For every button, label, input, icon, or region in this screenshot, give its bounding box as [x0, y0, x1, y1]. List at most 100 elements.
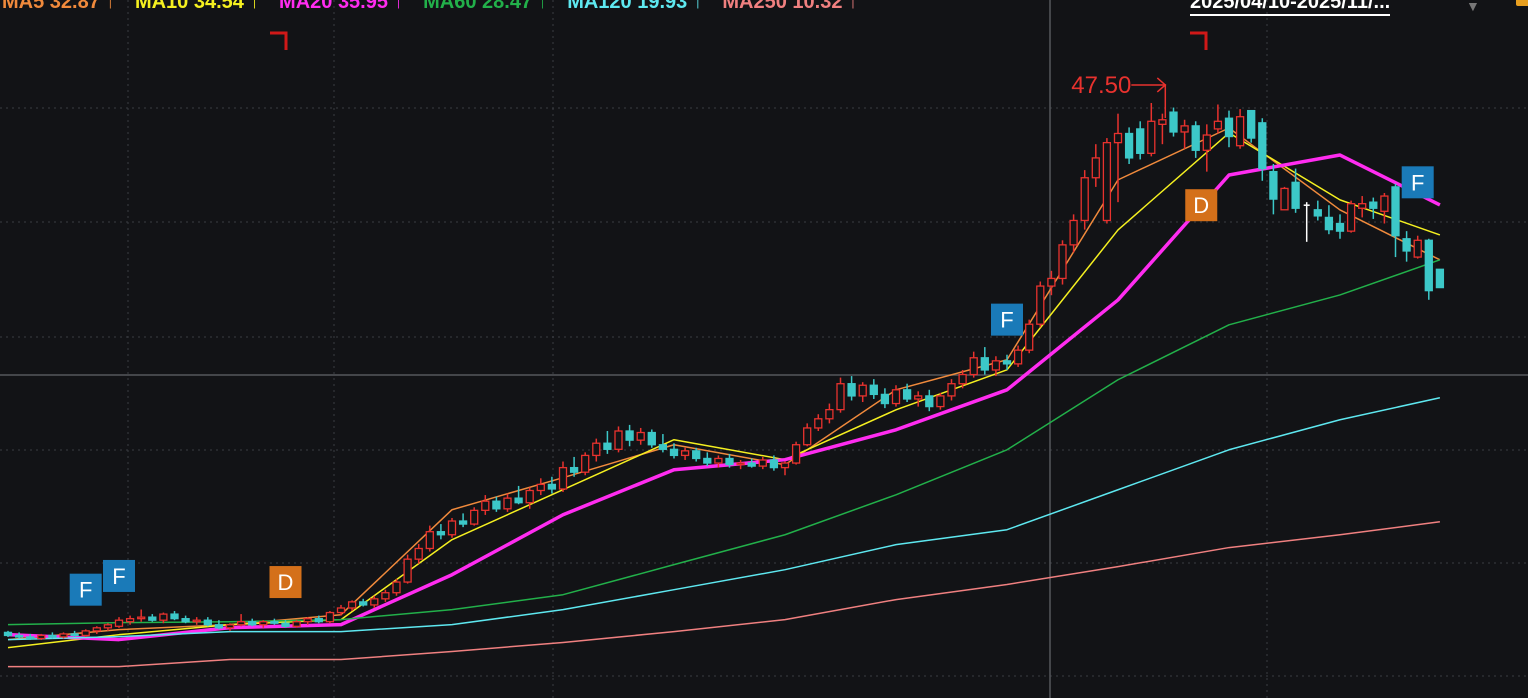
candle-body	[1213, 120, 1223, 130]
candle	[1058, 240, 1067, 285]
candle-body	[847, 383, 856, 397]
candle	[336, 604, 346, 616]
candle-body	[603, 442, 612, 450]
candle-body	[114, 619, 124, 627]
candle-body	[1258, 122, 1267, 170]
candle	[325, 611, 335, 624]
candle	[1324, 205, 1334, 235]
candle	[1191, 121, 1200, 158]
candle-body	[48, 634, 57, 638]
candle	[303, 617, 312, 625]
candle	[603, 431, 612, 454]
candle-body	[1202, 134, 1211, 151]
legend-ma20: MA20 35.95 ↑	[279, 0, 404, 13]
candle-body	[947, 383, 956, 397]
candle	[747, 458, 756, 468]
candle-body	[259, 621, 268, 626]
candle	[791, 441, 801, 465]
candle-body	[214, 624, 224, 629]
candle-body	[791, 444, 801, 464]
decor	[270, 31, 1208, 50]
candle	[214, 620, 224, 630]
candle	[1091, 144, 1100, 187]
range-corner-marker	[270, 31, 288, 50]
candle	[647, 429, 656, 448]
legend-ma10: MA10 34.54 ↑	[134, 0, 260, 13]
candle	[714, 455, 723, 468]
candle	[1158, 113, 1167, 145]
candle	[170, 611, 179, 621]
candle-body	[1025, 323, 1034, 351]
date-range-selector[interactable]: 2025/04/10-2025/11/...	[1190, 0, 1391, 16]
candle	[1413, 235, 1422, 259]
range-corner-marker	[1190, 31, 1208, 50]
signal-marker-label: D	[278, 570, 294, 595]
candle	[481, 495, 490, 515]
candle	[1169, 107, 1178, 137]
candle	[1313, 200, 1322, 221]
candle-body	[1136, 128, 1145, 154]
candle	[26, 633, 35, 641]
candle	[1269, 164, 1278, 215]
candle-body	[425, 531, 434, 550]
candle	[858, 382, 867, 403]
candle-body	[1147, 120, 1156, 154]
candle-body	[1080, 177, 1089, 222]
candle-body	[70, 633, 79, 637]
candle-body	[336, 607, 346, 614]
candle	[1069, 214, 1078, 253]
candle	[1380, 192, 1389, 224]
candle	[3, 630, 13, 637]
candle	[736, 459, 745, 470]
candle	[370, 595, 379, 608]
candle-body	[714, 457, 723, 464]
candle-body	[1435, 268, 1445, 289]
settings-badge-icon[interactable]	[1516, 0, 1528, 6]
candle-body	[1391, 186, 1400, 237]
candle	[1180, 119, 1189, 149]
candle-body	[758, 459, 767, 467]
candle-body	[1102, 142, 1112, 222]
candle	[692, 447, 701, 462]
candle	[625, 424, 634, 447]
candle	[1247, 109, 1256, 143]
candle	[514, 485, 523, 505]
candle	[658, 434, 668, 453]
legend-ma120: MA120 19.93 ↑	[567, 0, 703, 13]
candle-body	[1180, 125, 1189, 133]
high-price-arrowhead	[1156, 77, 1167, 93]
candle-body	[536, 483, 545, 492]
candle-body	[680, 450, 690, 457]
candle	[581, 452, 590, 476]
candle-body	[125, 618, 135, 623]
dropdown-arrow-icon[interactable]: ▼	[1466, 0, 1480, 14]
candle-body	[1291, 181, 1300, 209]
candle-body	[925, 395, 934, 408]
candle	[1102, 138, 1112, 224]
candle-body	[103, 624, 113, 629]
candle	[680, 447, 690, 460]
candle-body	[458, 520, 468, 525]
candle	[381, 589, 390, 602]
candle-body	[447, 520, 457, 536]
candle-body	[880, 393, 890, 405]
candle	[347, 600, 357, 612]
candle	[1235, 109, 1245, 149]
candle	[925, 389, 934, 412]
candle-body	[1269, 170, 1278, 200]
candle	[81, 629, 90, 637]
candle	[248, 618, 257, 627]
candle	[947, 379, 956, 401]
legend-ma5: MA5 32.87 ↑	[2, 0, 116, 13]
candle	[359, 598, 368, 607]
candle-body	[170, 613, 179, 620]
candle	[1291, 168, 1300, 213]
candle	[1358, 196, 1367, 218]
candle-body	[636, 431, 645, 441]
candle	[70, 630, 79, 637]
candle-body	[936, 395, 945, 408]
candle-body	[991, 360, 1001, 371]
candle	[558, 461, 568, 493]
candle-body	[902, 389, 912, 400]
